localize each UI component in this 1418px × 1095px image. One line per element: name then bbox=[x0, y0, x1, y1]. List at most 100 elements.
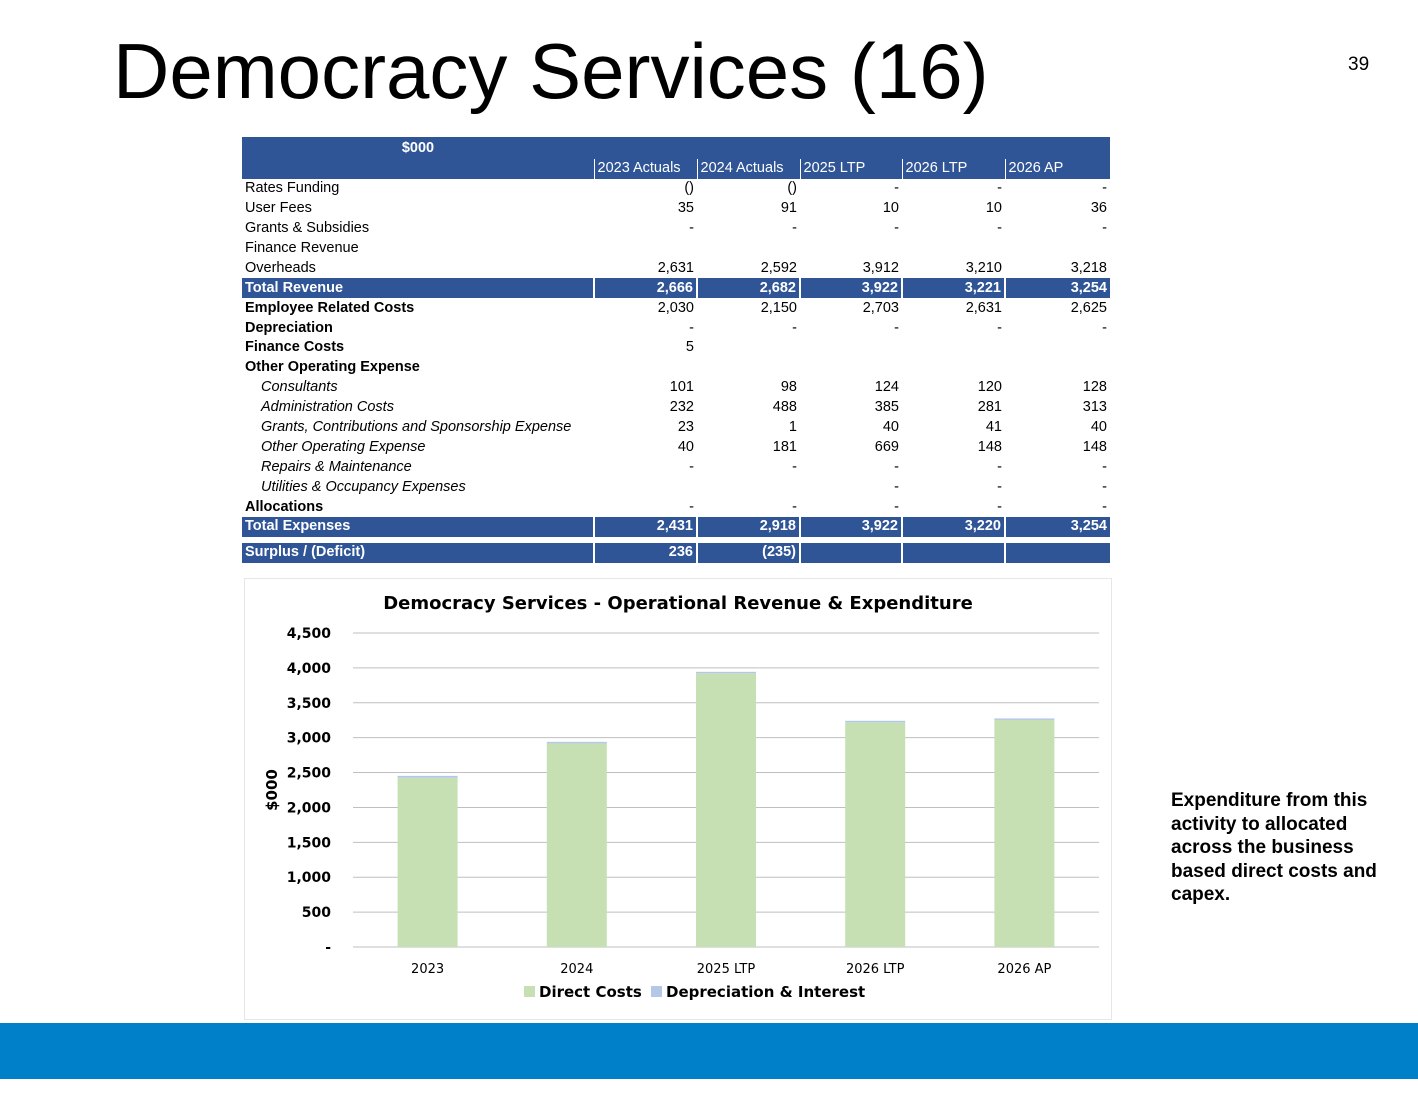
cell-value: 313 bbox=[1082, 399, 1107, 416]
x-tick-label: 2023 bbox=[411, 962, 444, 977]
cell-value: 2,631 bbox=[965, 299, 1002, 316]
x-tick-label: 2026 AP bbox=[997, 962, 1051, 977]
cell-value: 2,666 bbox=[593, 278, 697, 299]
cell-value: 3,221 bbox=[901, 278, 1005, 299]
bar-top-cap bbox=[845, 720, 906, 723]
cell-value: 148 bbox=[977, 438, 1002, 455]
cell-value: 2,625 bbox=[1070, 299, 1107, 316]
x-tick-label: 2025 LTP bbox=[697, 962, 756, 977]
cell-value: 148 bbox=[1082, 438, 1107, 455]
cell-value: 385 bbox=[874, 399, 899, 416]
cell-value: - bbox=[1102, 498, 1107, 515]
total-row: Surplus / (Deficit) 236 (235) bbox=[242, 542, 1110, 563]
cell-value: - bbox=[997, 458, 1002, 475]
y-tick-label: 1,500 bbox=[287, 835, 332, 851]
footer-bar bbox=[0, 1023, 1418, 1079]
cell-value: 488 bbox=[772, 399, 797, 416]
cell-value bbox=[1004, 542, 1110, 563]
table-row: Rates Funding () () - - - bbox=[242, 179, 1110, 199]
table-header-columns-row: 2023 Actuals 2024 Actuals 2025 LTP 2026 … bbox=[242, 159, 1110, 179]
y-tick-label: 500 bbox=[302, 905, 331, 921]
cell-value: - bbox=[997, 180, 1002, 197]
bar-depreciation-interest bbox=[397, 777, 458, 778]
table-row: Other Operating Expense 40 181 669 148 148 bbox=[242, 437, 1110, 457]
column-header: 2026 LTP bbox=[901, 159, 1005, 179]
cell-value bbox=[594, 239, 697, 259]
x-tick-label: 2026 LTP bbox=[846, 962, 905, 977]
legend-label-direct-costs: Direct Costs bbox=[539, 983, 642, 1001]
table-row: Overheads 2,631 2,592 3,912 3,210 3,218 bbox=[242, 258, 1110, 278]
cell-value: 3,218 bbox=[1070, 259, 1107, 276]
bar-direct-costs bbox=[696, 673, 756, 947]
table-row: Grants, Contributions and Sponsorship Ex… bbox=[242, 418, 1110, 438]
table-row: Finance Revenue bbox=[242, 239, 1110, 259]
cell-value: () bbox=[787, 180, 797, 197]
cell-value: - bbox=[689, 319, 694, 336]
bar-direct-costs bbox=[845, 722, 906, 947]
chart-container: Democracy Services - Operational Revenue… bbox=[244, 578, 1112, 1020]
table-row: Administration Costs 232 488 385 281 313 bbox=[242, 398, 1110, 418]
cell-value: - bbox=[792, 498, 797, 515]
cell-value: 124 bbox=[874, 379, 899, 396]
cell-value bbox=[901, 542, 1005, 563]
financial-table: $000 2023 Actuals 2024 Actuals 2025 LTP … bbox=[242, 137, 1110, 563]
cell-value: - bbox=[894, 498, 899, 515]
cell-value: 2,703 bbox=[862, 299, 899, 316]
cell-value: - bbox=[997, 319, 1002, 336]
cell-value: - bbox=[1102, 458, 1107, 475]
cell-value: 40 bbox=[1090, 419, 1107, 436]
row-label: Overheads bbox=[245, 259, 316, 276]
cell-value: 10 bbox=[985, 200, 1002, 217]
cell-value: - bbox=[997, 220, 1002, 237]
cell-value: 3,254 bbox=[1004, 517, 1110, 537]
cell-value: - bbox=[689, 498, 694, 515]
cell-value: 35 bbox=[677, 200, 694, 217]
cell-value: 36 bbox=[1090, 200, 1107, 217]
row-label: Depreciation bbox=[245, 319, 333, 336]
cell-value: () bbox=[684, 180, 694, 197]
row-label: Other Operating Expense bbox=[261, 438, 426, 455]
cell-value: - bbox=[792, 458, 797, 475]
cell-value: 2,592 bbox=[760, 259, 797, 276]
cell-value: 3,922 bbox=[799, 517, 902, 537]
x-tick-label: 2024 bbox=[560, 962, 593, 977]
legend-swatch-direct-costs bbox=[524, 986, 535, 997]
table-row: Allocations - - - - - bbox=[242, 497, 1110, 517]
cell-value bbox=[697, 338, 800, 358]
y-tick-label: 4,000 bbox=[287, 661, 332, 677]
cell-value bbox=[800, 239, 902, 259]
cell-value: 2,431 bbox=[593, 517, 697, 537]
column-header: 2025 LTP bbox=[799, 159, 902, 179]
cell-value: - bbox=[894, 319, 899, 336]
cell-value: - bbox=[1102, 478, 1107, 495]
row-label: Rates Funding bbox=[245, 180, 340, 197]
column-header: 2024 Actuals bbox=[696, 159, 800, 179]
cell-value: 101 bbox=[669, 379, 694, 396]
y-tick-label: 2,500 bbox=[287, 766, 332, 782]
column-header: 2023 Actuals bbox=[593, 159, 697, 179]
cell-value: 236 bbox=[593, 542, 697, 563]
y-tick-label: 1,000 bbox=[287, 870, 332, 886]
y-tick-label: 4,500 bbox=[287, 626, 332, 642]
row-label: Total Revenue bbox=[242, 278, 594, 299]
cell-value: 3,922 bbox=[799, 278, 902, 299]
row-label: Finance Revenue bbox=[245, 240, 359, 256]
bar-direct-costs bbox=[994, 719, 1055, 947]
cell-value: 181 bbox=[772, 438, 797, 455]
cell-value: 2,631 bbox=[657, 259, 694, 276]
cell-value: 2,682 bbox=[696, 278, 800, 299]
cell-value bbox=[800, 358, 902, 378]
table-row: Consultants 101 98 124 120 128 bbox=[242, 378, 1110, 398]
cell-value bbox=[1005, 338, 1110, 358]
cell-value: - bbox=[894, 220, 899, 237]
table-header-unit-row: $000 bbox=[242, 137, 1110, 159]
row-label: Repairs & Maintenance bbox=[261, 458, 412, 475]
bar-direct-costs bbox=[397, 777, 458, 947]
row-label: User Fees bbox=[245, 200, 312, 217]
cell-value: 3,912 bbox=[862, 259, 899, 276]
cell-value: 3,254 bbox=[1004, 278, 1110, 299]
financial-table-body: $000 2023 Actuals 2024 Actuals 2025 LTP … bbox=[242, 137, 1110, 563]
cell-value: 3,220 bbox=[901, 517, 1005, 537]
row-label: Surplus / (Deficit) bbox=[242, 542, 594, 563]
row-label: Employee Related Costs bbox=[245, 299, 415, 316]
